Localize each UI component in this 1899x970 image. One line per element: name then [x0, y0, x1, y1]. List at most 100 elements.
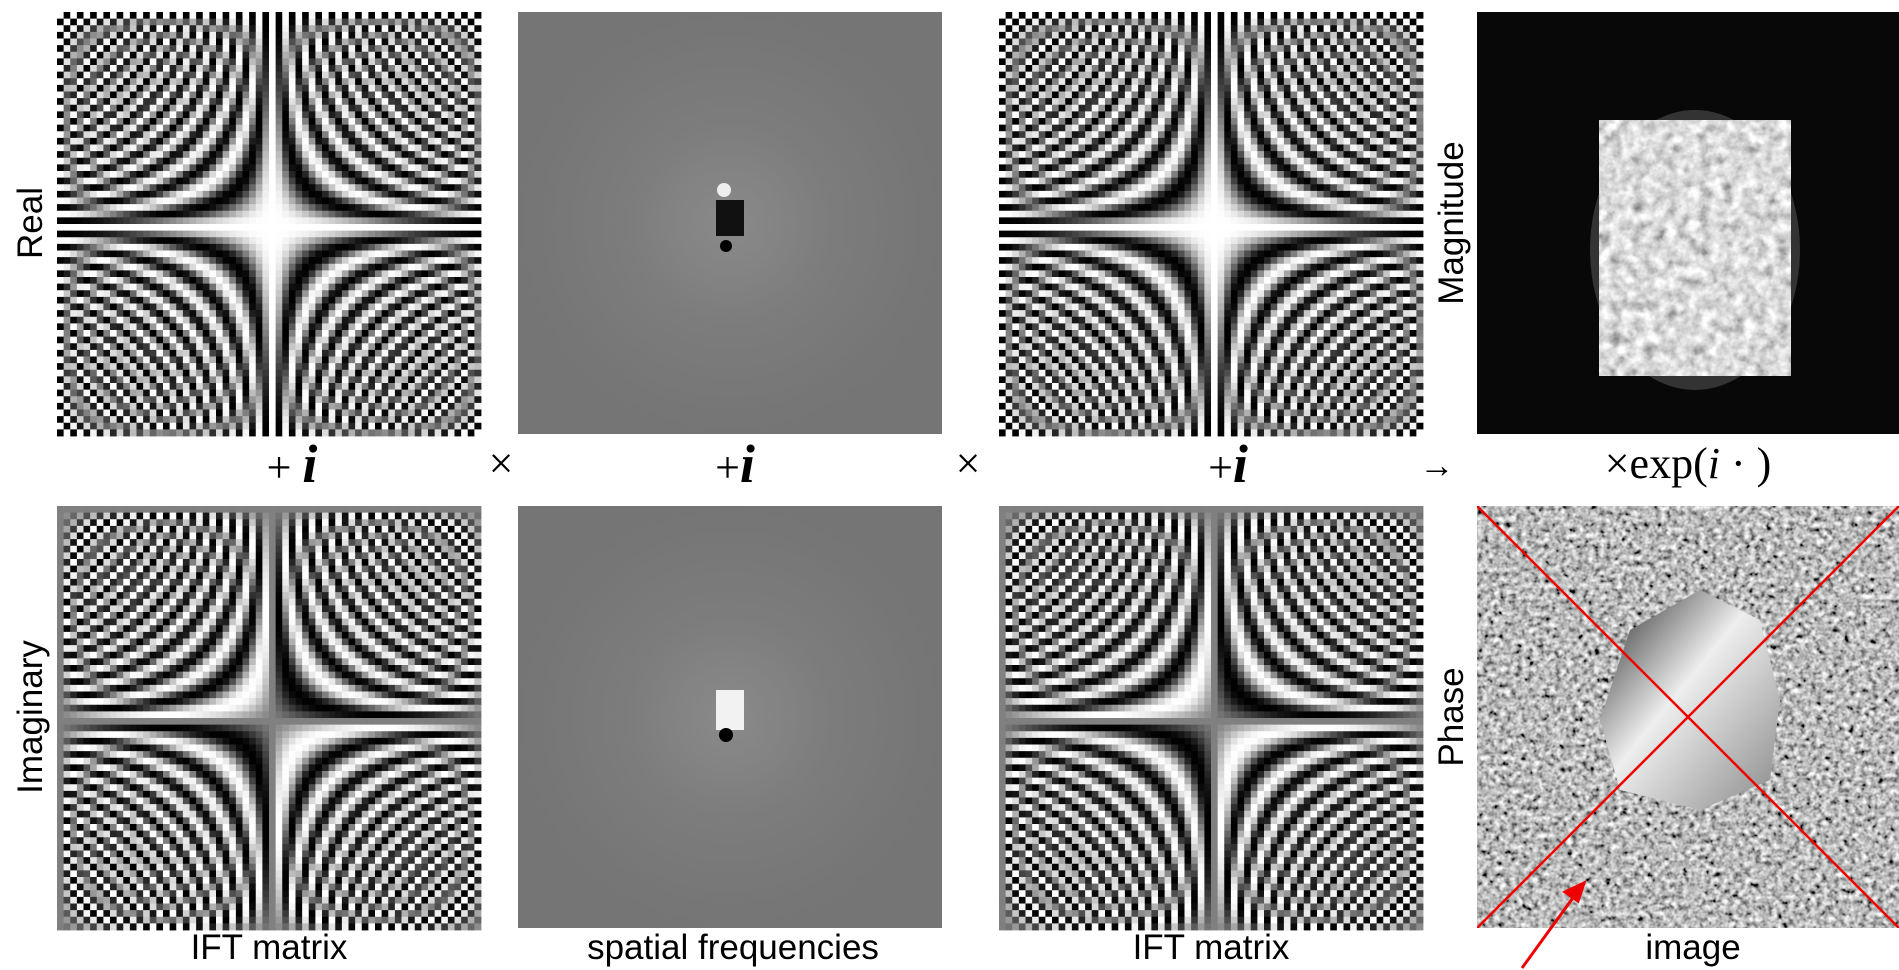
pixel [1291, 12, 1298, 19]
pixel [243, 370, 250, 377]
pixel [296, 264, 303, 271]
pixel [441, 383, 448, 390]
pixel [123, 58, 130, 65]
pixel [455, 58, 462, 65]
pixel [262, 125, 269, 132]
pixel [382, 410, 389, 417]
pixel [117, 403, 124, 410]
pixel [203, 158, 210, 165]
pixel [315, 72, 322, 79]
pixel [1039, 72, 1046, 79]
pixel [130, 251, 137, 258]
pixel [342, 264, 349, 271]
pixel [382, 423, 389, 430]
pixel [296, 118, 303, 125]
pixel [441, 92, 448, 99]
pixel [329, 403, 336, 410]
pixel [137, 58, 144, 65]
pixel [1198, 52, 1205, 59]
pixel [236, 429, 243, 436]
pixel [388, 72, 395, 79]
pixel [1350, 25, 1357, 32]
pixel [110, 270, 117, 277]
pixel [1284, 45, 1291, 52]
pixel [329, 217, 336, 224]
pixel [196, 19, 203, 26]
pixel [137, 317, 144, 324]
pixel [223, 310, 230, 317]
pixel [296, 330, 303, 337]
pixel [249, 304, 256, 311]
pixel [130, 111, 137, 118]
pixel [282, 25, 289, 32]
pixel [84, 317, 91, 324]
pixel [322, 270, 329, 277]
pixel [474, 257, 481, 264]
pixel [395, 429, 402, 436]
pixel [1125, 52, 1132, 59]
pixel [1291, 52, 1298, 59]
pixel [448, 45, 455, 52]
pixel [1158, 92, 1165, 99]
pixel [1065, 78, 1072, 85]
pixel [315, 52, 322, 59]
pixel [1310, 72, 1317, 79]
pixel [474, 178, 481, 185]
pixel [335, 111, 342, 118]
pixel [196, 244, 203, 251]
pixel [137, 85, 144, 92]
pixel [335, 270, 342, 277]
pixel [1390, 85, 1397, 92]
pixel [455, 343, 462, 350]
pixel [349, 204, 356, 211]
pixel [176, 125, 183, 132]
pixel [57, 251, 64, 258]
pixel [77, 231, 84, 238]
pixel [256, 118, 263, 125]
pixel [249, 357, 256, 364]
pixel [349, 224, 356, 231]
pixel [448, 204, 455, 211]
pixel [103, 284, 110, 291]
pixel [1224, 85, 1231, 92]
pixel [302, 403, 309, 410]
pixel [77, 52, 84, 59]
pixel [1026, 72, 1033, 79]
pixel [209, 410, 216, 417]
pixel [223, 204, 230, 211]
pixel [223, 237, 230, 244]
pixel [97, 297, 104, 304]
pixel [236, 158, 243, 165]
pixel [315, 383, 322, 390]
pixel [1416, 92, 1423, 99]
pixel [474, 370, 481, 377]
pixel [395, 184, 402, 191]
pixel [90, 164, 97, 171]
pixel [243, 390, 250, 397]
pixel [368, 125, 375, 132]
pixel [269, 423, 276, 430]
pixel [448, 337, 455, 344]
pixel [421, 85, 428, 92]
pixel [1337, 45, 1344, 52]
pixel [1132, 25, 1139, 32]
pixel [203, 145, 210, 152]
pixel [97, 343, 104, 350]
pixel [309, 370, 316, 377]
pixel [150, 304, 157, 311]
pixel [77, 224, 84, 231]
pixel [183, 231, 190, 238]
pixel [421, 429, 428, 436]
pixel [435, 111, 442, 118]
pixel [229, 264, 236, 271]
pixel [150, 323, 157, 330]
pixel [388, 118, 395, 125]
pixel [64, 111, 71, 118]
pixel [123, 343, 130, 350]
pixel [408, 125, 415, 132]
pixel [415, 158, 422, 165]
pixel [1125, 78, 1132, 85]
pixel [64, 32, 71, 39]
pixel [289, 158, 296, 165]
pixel [329, 323, 336, 330]
